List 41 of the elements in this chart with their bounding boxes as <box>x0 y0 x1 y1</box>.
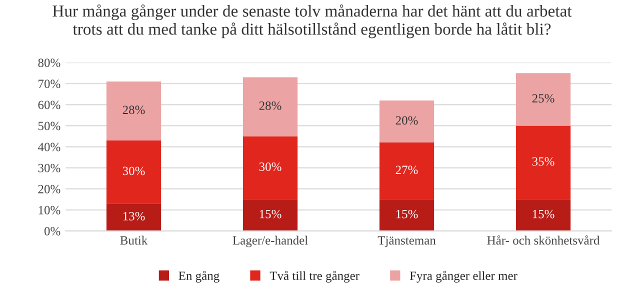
bar <box>106 82 162 140</box>
chart-title: Hur många gånger under de senaste tolv månaderna har det hänt att du arbetat trots att du med tanke på ditt hälsotillstånd egentligen borde ha låtit bli? <box>52 4 572 38</box>
data-label: 27% <box>396 166 418 174</box>
y-tick-label: 80% <box>38 58 60 68</box>
data-label: 13% <box>123 212 145 220</box>
bar <box>379 100 434 143</box>
bar <box>379 199 434 231</box>
data-label: 25% <box>532 94 554 103</box>
x-tick-label: Butik <box>120 236 148 245</box>
y-tick-label: 20% <box>38 184 60 194</box>
data-label: 15% <box>532 210 554 218</box>
bar <box>516 126 571 200</box>
x-tick-label: Lager/e-handel <box>232 236 308 248</box>
data-label: 30% <box>259 162 282 171</box>
data-label: 28% <box>122 106 145 114</box>
legend-label: Två till tre gånger <box>270 270 360 283</box>
data-label: 35% <box>532 157 554 166</box>
bar <box>516 199 571 231</box>
data-label: 30% <box>122 166 145 176</box>
legend-label: En gång <box>178 270 220 283</box>
bar <box>242 136 298 200</box>
bar <box>106 140 162 204</box>
y-tick-label: 30% <box>38 164 60 172</box>
y-tick-label: 40% <box>38 142 60 152</box>
data-label: 20% <box>396 116 418 125</box>
data-label: 15% <box>396 210 418 218</box>
y-tick-label: 60% <box>38 100 60 110</box>
x-tick-label: Hår- och skönhetsvård <box>487 235 600 245</box>
y-tick-label: 50% <box>38 122 60 130</box>
data-label: 15% <box>260 210 282 218</box>
bar <box>516 73 571 126</box>
bar <box>379 142 434 200</box>
data-label: 28% <box>259 101 282 110</box>
legend-label: Fyra gånger eller mer <box>410 270 518 283</box>
x-tick-label: Tjänsteman <box>378 236 436 248</box>
y-tick-label: 0% <box>44 226 60 236</box>
bar <box>242 77 298 136</box>
bar <box>242 199 298 231</box>
bar <box>106 204 162 231</box>
y-tick-label: 10% <box>38 206 60 214</box>
y-tick-label: 70% <box>38 80 60 88</box>
